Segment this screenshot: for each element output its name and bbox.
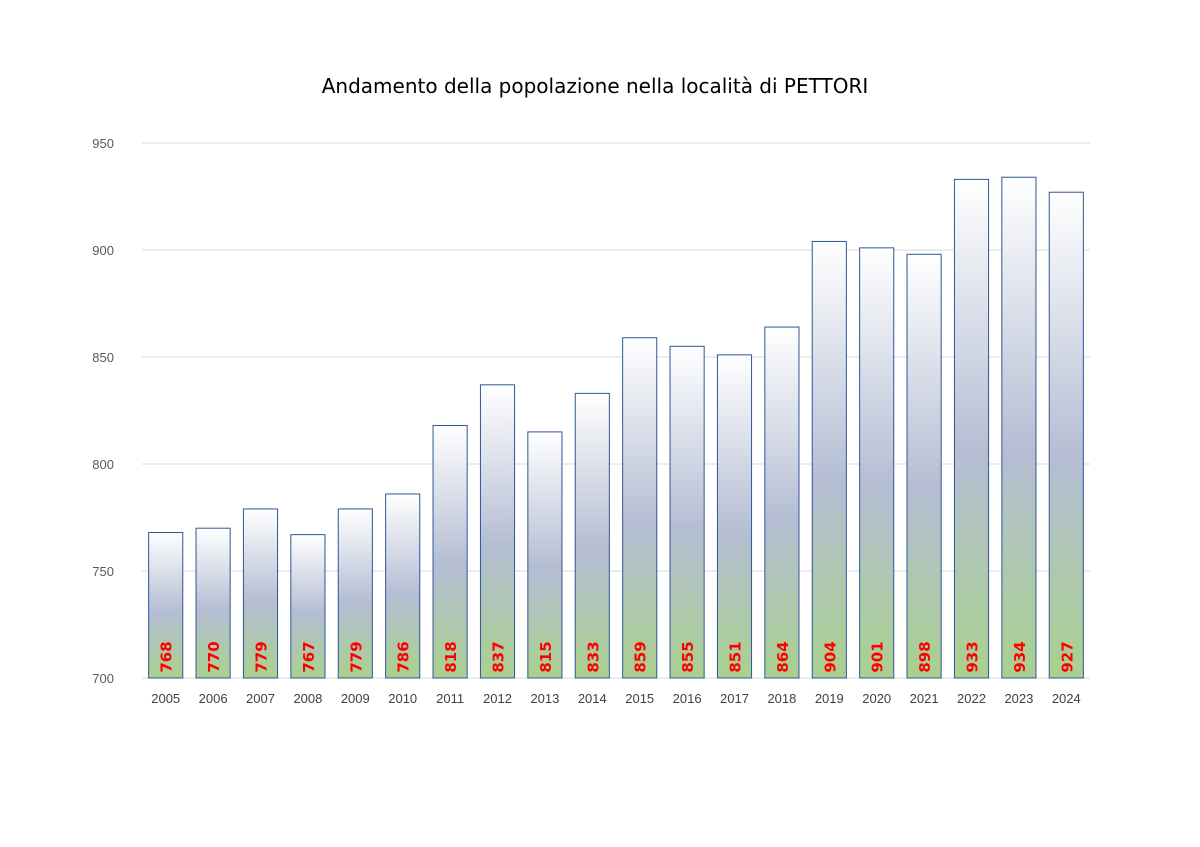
bar-2020 bbox=[859, 247, 895, 679]
x-tick-label: 2018 bbox=[767, 691, 796, 706]
bar-2009 bbox=[337, 508, 373, 679]
y-tick-label: 850 bbox=[92, 350, 114, 365]
x-axis: 2005 2006 2007 2008 2009 2010 2011 2012 2013 2014… bbox=[151, 691, 1081, 706]
y-tick-label: 750 bbox=[92, 564, 114, 579]
bar-2024 bbox=[1048, 191, 1084, 679]
bar-2016 bbox=[669, 345, 705, 679]
x-tick-label: 2016 bbox=[673, 691, 702, 706]
bar-2015 bbox=[622, 337, 658, 679]
data-label: 904 bbox=[821, 641, 839, 672]
data-label: 815 bbox=[537, 641, 555, 672]
bar-2018 bbox=[764, 326, 800, 679]
x-tick-label: 2007 bbox=[246, 691, 275, 706]
data-label: 898 bbox=[916, 641, 934, 672]
gridlines bbox=[142, 142, 1090, 679]
bar-2006 bbox=[195, 527, 231, 679]
data-label: 767 bbox=[300, 641, 318, 672]
bar-2012 bbox=[479, 384, 516, 679]
x-tick-label: 2024 bbox=[1052, 691, 1081, 706]
x-tick-label: 2021 bbox=[910, 691, 939, 706]
bar-2011 bbox=[432, 424, 468, 679]
bar-2022 bbox=[953, 178, 990, 679]
x-tick-label: 2009 bbox=[341, 691, 370, 706]
data-label: 933 bbox=[964, 641, 982, 672]
x-tick-label: 2005 bbox=[151, 691, 180, 706]
data-label: 779 bbox=[347, 641, 365, 672]
bar-2021 bbox=[906, 253, 942, 679]
x-tick-label: 2015 bbox=[625, 691, 654, 706]
y-axis: 700 750 800 850 900 950 bbox=[92, 136, 114, 686]
y-tick-label: 700 bbox=[92, 671, 114, 686]
data-label: 864 bbox=[774, 641, 792, 672]
x-tick-label: 2006 bbox=[199, 691, 228, 706]
y-tick-label: 800 bbox=[92, 457, 114, 472]
x-tick-label: 2022 bbox=[957, 691, 986, 706]
chart-title: Andamento della popolazione nella locali… bbox=[321, 74, 869, 98]
x-tick-label: 2014 bbox=[578, 691, 607, 706]
bar-2007 bbox=[242, 508, 279, 679]
bar-2017 bbox=[716, 354, 753, 679]
data-label: 851 bbox=[727, 641, 745, 672]
x-tick-label: 2019 bbox=[815, 691, 844, 706]
data-label: 927 bbox=[1058, 641, 1076, 672]
data-label: 901 bbox=[869, 641, 887, 672]
x-tick-label: 2017 bbox=[720, 691, 749, 706]
bar-2023 bbox=[1001, 176, 1037, 679]
bar-2013 bbox=[527, 431, 563, 679]
bar-2010 bbox=[385, 493, 421, 679]
data-label: 859 bbox=[632, 641, 650, 672]
y-tick-label: 950 bbox=[92, 136, 114, 151]
data-label: 934 bbox=[1011, 641, 1029, 672]
bar-2005 bbox=[148, 531, 184, 679]
bars bbox=[148, 176, 1084, 679]
x-tick-label: 2011 bbox=[436, 691, 464, 706]
x-tick-label: 2023 bbox=[1004, 691, 1033, 706]
y-tick-label: 900 bbox=[92, 243, 114, 258]
x-tick-label: 2010 bbox=[388, 691, 417, 706]
data-label: 855 bbox=[679, 641, 697, 672]
data-label: 786 bbox=[395, 641, 413, 672]
data-label: 779 bbox=[253, 641, 271, 672]
data-label: 833 bbox=[584, 641, 602, 672]
bar-2019 bbox=[811, 240, 847, 679]
data-label: 818 bbox=[442, 641, 460, 672]
x-tick-label: 2020 bbox=[862, 691, 891, 706]
data-labels: 768 770 779 767 779 786 818 837 815 833 859 855 851 8… bbox=[158, 641, 1077, 672]
x-tick-label: 2012 bbox=[483, 691, 512, 706]
x-tick-label: 2008 bbox=[293, 691, 322, 706]
bar-2008 bbox=[290, 534, 326, 679]
bar-2014 bbox=[574, 392, 610, 679]
x-tick-label: 2013 bbox=[530, 691, 559, 706]
data-label: 768 bbox=[158, 641, 176, 672]
data-label: 770 bbox=[205, 641, 223, 672]
data-label: 837 bbox=[490, 641, 508, 672]
